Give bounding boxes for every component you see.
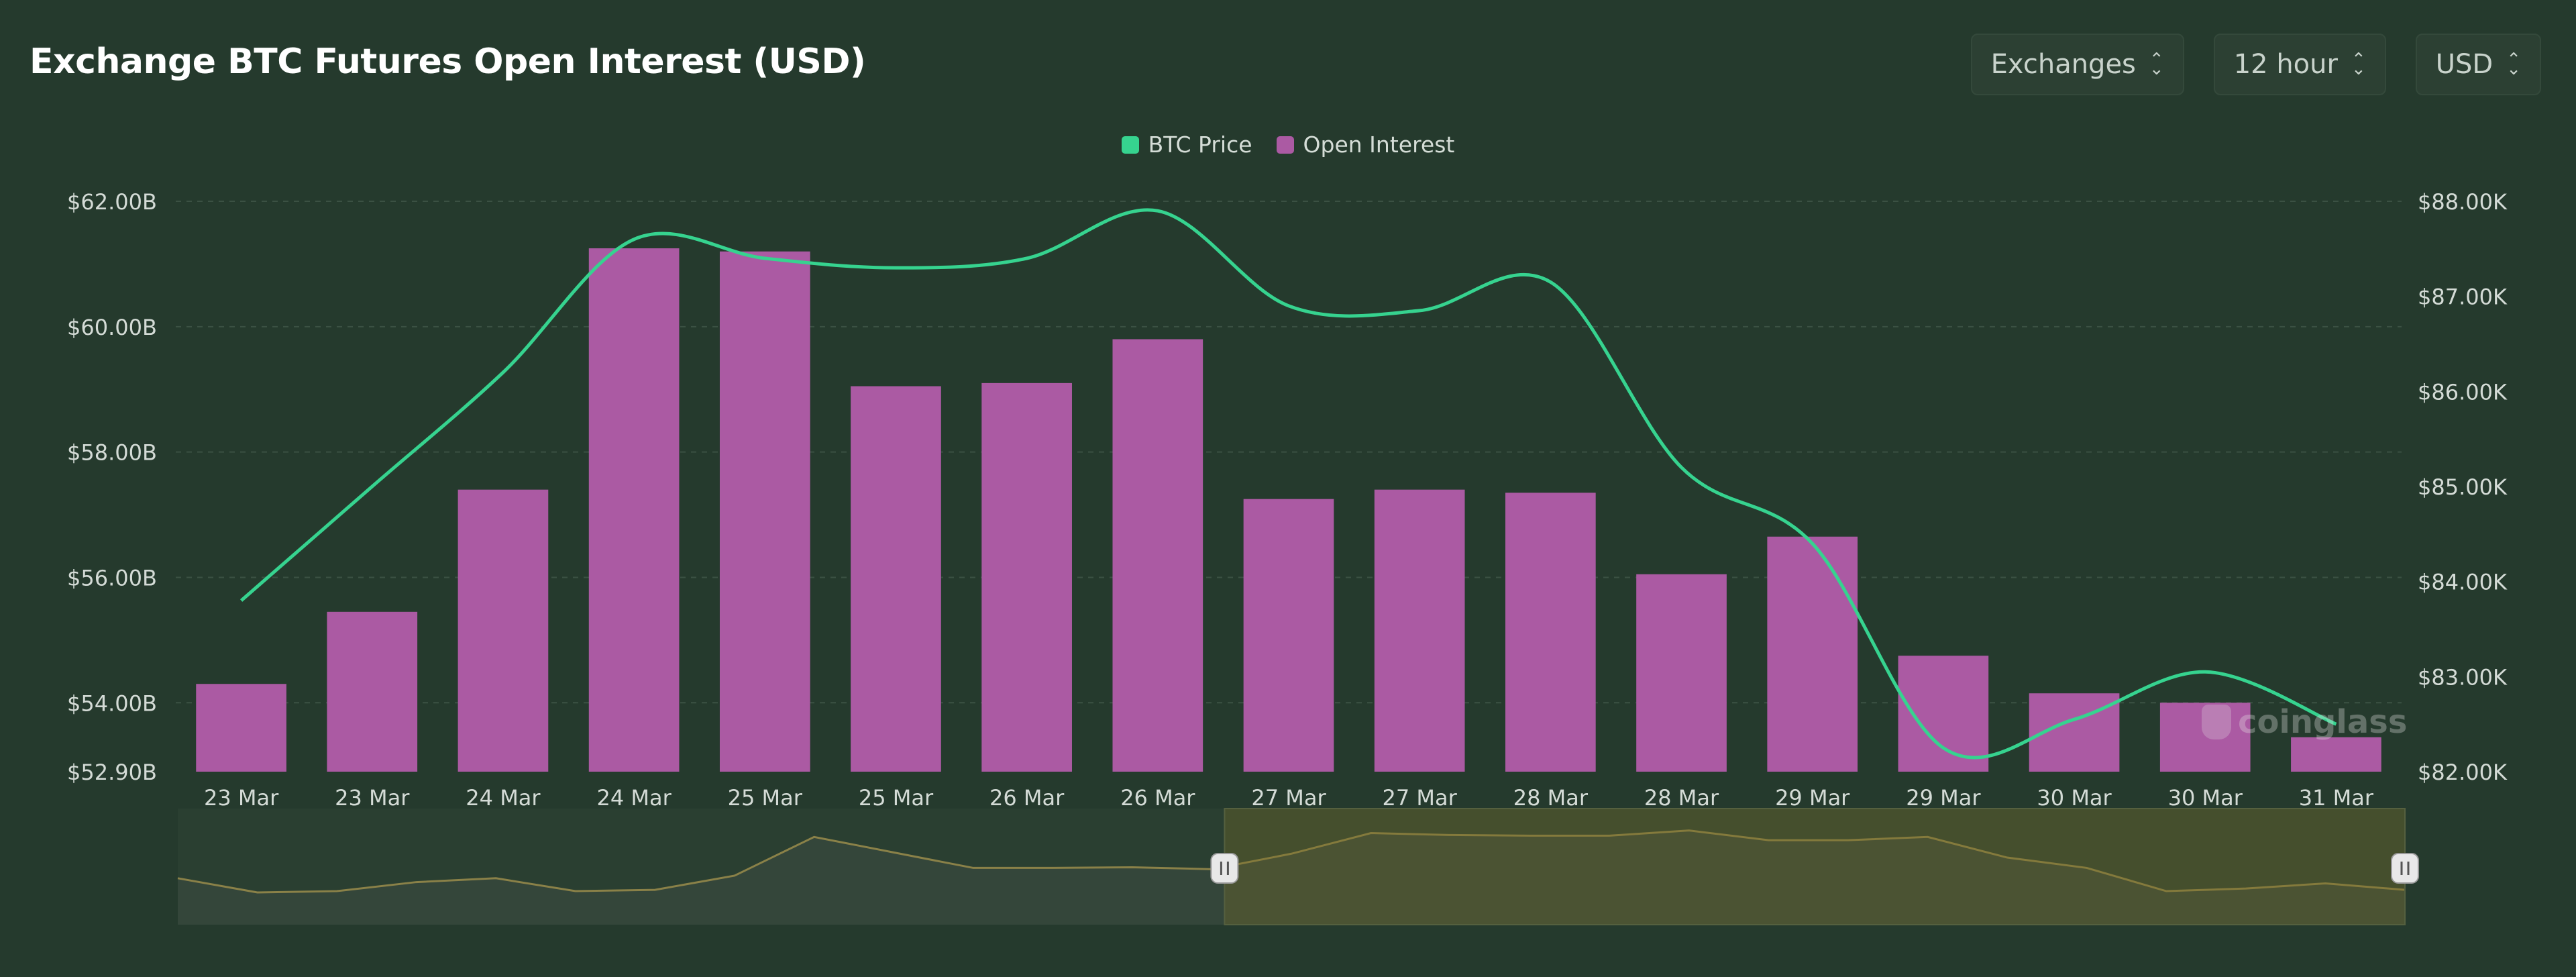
open-interest-bar bbox=[981, 382, 1072, 772]
y-right-tick-label: $87.00K bbox=[2418, 285, 2508, 310]
x-tick-label: 26 Mar bbox=[989, 785, 1065, 811]
handle-grip bbox=[1210, 853, 1239, 884]
x-tick-label: 30 Mar bbox=[2168, 785, 2243, 811]
open-interest-bar bbox=[2291, 737, 2381, 772]
y-left-tick-label: $56.00B bbox=[67, 565, 157, 590]
open-interest-bar bbox=[1243, 499, 1334, 772]
updown-chevron-icon: ⌃ ⌄ bbox=[2506, 49, 2521, 79]
y-left-tick-label: $58.00B bbox=[67, 440, 157, 466]
open-interest-bar bbox=[1636, 574, 1727, 772]
chart-legend: BTC Price Open Interest bbox=[0, 132, 2576, 158]
x-tick-label: 24 Mar bbox=[466, 785, 541, 811]
open-interest-bar bbox=[1505, 493, 1596, 772]
interval-select[interactable]: 12 hour ⌃ ⌄ bbox=[2213, 34, 2386, 95]
y-right-tick-label: $83.00K bbox=[2418, 664, 2508, 690]
exchanges-select[interactable]: Exchanges ⌃ ⌄ bbox=[1970, 34, 2184, 95]
navigator-left-handle[interactable] bbox=[1210, 853, 1239, 884]
open-interest-bar bbox=[327, 611, 418, 772]
y-left-tick-label: $60.00B bbox=[67, 315, 157, 340]
legend-item-btc-price[interactable]: BTC Price bbox=[1121, 132, 1252, 158]
x-tick-label: 23 Mar bbox=[335, 785, 410, 811]
y-left-tick-label: $62.00B bbox=[67, 189, 157, 215]
open-interest-bar bbox=[1112, 339, 1203, 772]
legend-swatch-btc-price bbox=[1121, 136, 1139, 154]
x-tick-label: 23 Mar bbox=[204, 785, 279, 811]
open-interest-bar bbox=[458, 489, 549, 772]
x-tick-label: 25 Mar bbox=[859, 785, 934, 811]
x-tick-label: 28 Mar bbox=[1644, 785, 1719, 811]
y-right-tick-label: $82.00K bbox=[2418, 760, 2508, 785]
open-interest-bar bbox=[588, 248, 680, 772]
updown-chevron-icon: ⌃ ⌄ bbox=[2351, 49, 2366, 79]
legend-item-open-interest[interactable]: Open Interest bbox=[1276, 132, 1455, 158]
handle-grip bbox=[2391, 853, 2419, 884]
x-tick-label: 31 Mar bbox=[2299, 785, 2374, 811]
open-interest-bar bbox=[1767, 536, 1858, 772]
exchanges-select-label: Exchanges bbox=[1990, 49, 2136, 80]
open-interest-bar bbox=[851, 386, 941, 772]
y-left-tick-label: $54.00B bbox=[67, 690, 157, 716]
navigator-area bbox=[178, 830, 2405, 925]
x-tick-label: 28 Mar bbox=[1513, 785, 1589, 811]
updown-chevron-icon: ⌃ ⌄ bbox=[2149, 49, 2164, 79]
open-interest-bar bbox=[1374, 489, 1465, 772]
x-tick-label: 29 Mar bbox=[1775, 785, 1850, 811]
chart-controls: Exchanges ⌃ ⌄ 12 hour ⌃ ⌄ USD ⌃ ⌄ bbox=[1970, 34, 2541, 95]
x-tick-label: 26 Mar bbox=[1120, 785, 1195, 811]
y-right-tick-label: $85.00K bbox=[2418, 474, 2508, 500]
interval-select-label: 12 hour bbox=[2233, 49, 2338, 80]
x-tick-label: 27 Mar bbox=[1251, 785, 1326, 811]
btc-price-line bbox=[239, 208, 2337, 760]
legend-swatch-open-interest bbox=[1276, 136, 1294, 154]
watermark-text: coinglass bbox=[2238, 703, 2408, 741]
y-left-tick-label: $52.90B bbox=[67, 760, 157, 785]
x-tick-label: 24 Mar bbox=[596, 785, 672, 811]
open-interest-bar bbox=[719, 251, 810, 772]
coinglass-watermark: coinglass bbox=[2202, 703, 2407, 741]
x-tick-label: 29 Mar bbox=[1906, 785, 1981, 811]
currency-select[interactable]: USD ⌃ ⌄ bbox=[2415, 34, 2541, 95]
x-tick-label: 30 Mar bbox=[2037, 785, 2112, 811]
navigator-selection bbox=[1224, 808, 2406, 925]
legend-label-btc-price: BTC Price bbox=[1148, 132, 1252, 158]
navigator-right-handle[interactable] bbox=[2391, 853, 2419, 884]
navigator-line bbox=[177, 829, 2406, 894]
open-interest-bar bbox=[2159, 703, 2251, 772]
open-interest-bar bbox=[196, 684, 286, 772]
y-right-tick-label: $84.00K bbox=[2418, 570, 2508, 595]
page-title: Exchange BTC Futures Open Interest (USD) bbox=[30, 42, 866, 82]
legend-label-open-interest: Open Interest bbox=[1303, 132, 1455, 158]
coinglass-logo-icon bbox=[2202, 705, 2231, 739]
currency-select-label: USD bbox=[2435, 49, 2493, 80]
x-tick-label: 25 Mar bbox=[728, 785, 803, 811]
y-right-tick-label: $88.00K bbox=[2418, 189, 2508, 215]
x-tick-label: 27 Mar bbox=[1383, 785, 1458, 811]
y-right-tick-label: $86.00K bbox=[2418, 379, 2508, 405]
